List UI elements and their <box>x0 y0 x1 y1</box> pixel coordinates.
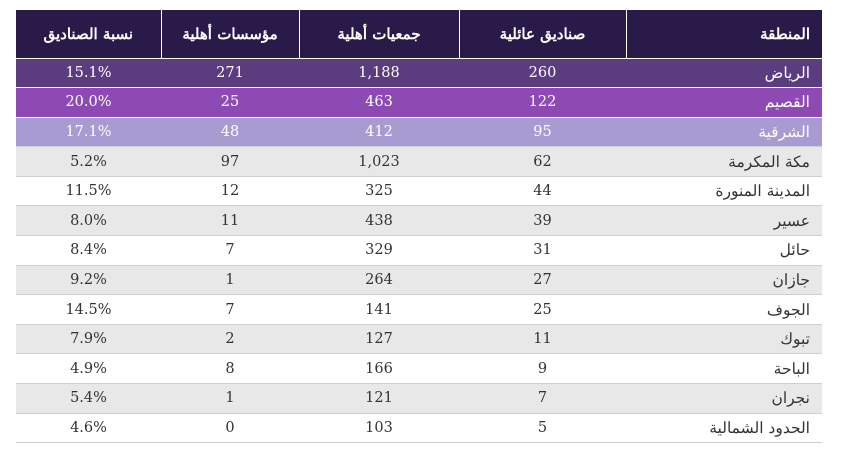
cell-fund-ratio: 14.5% <box>16 294 161 325</box>
cell-associations: 412 <box>299 116 459 147</box>
cell-family-funds: 25 <box>459 294 626 325</box>
cell-associations: 166 <box>299 353 459 384</box>
cell-foundations: 0 <box>161 412 299 444</box>
cell-foundations: 271 <box>161 57 299 88</box>
table-row: نجران 7 121 1 5.4% <box>16 383 822 414</box>
table-row: الشرقية 95 412 48 17.1% <box>16 116 822 147</box>
table-row: القصيم 122 463 25 20.0% <box>16 87 822 118</box>
table-body: الرياض 260 1,188 271 15.1% القصيم 122 463 25 20.0… <box>16 57 822 444</box>
cell-fund-ratio: 4.9% <box>16 353 161 384</box>
cell-family-funds: 44 <box>459 175 626 206</box>
table-row: حائل 31 329 7 8.4% <box>16 235 822 266</box>
cell-fund-ratio: 7.9% <box>16 323 161 354</box>
table-container: المنطقة صناديق عائلية جمعيات أهلية مؤسسا… <box>16 10 822 444</box>
cell-fund-ratio: 8.0% <box>16 205 161 236</box>
cell-associations: 1,023 <box>299 146 459 177</box>
cell-foundations: 7 <box>161 294 299 325</box>
cell-family-funds: 122 <box>459 87 626 118</box>
cell-fund-ratio: 11.5% <box>16 175 161 206</box>
cell-fund-ratio: 5.4% <box>16 383 161 414</box>
cell-associations: 264 <box>299 264 459 295</box>
header-foundations: مؤسسات أهلية <box>160 10 299 58</box>
cell-family-funds: 39 <box>459 205 626 236</box>
cell-region: الرياض <box>626 57 822 88</box>
cell-associations: 121 <box>299 383 459 414</box>
cell-associations: 463 <box>299 87 459 118</box>
cell-fund-ratio: 17.1% <box>16 116 161 147</box>
cell-associations: 329 <box>299 235 459 266</box>
cell-family-funds: 260 <box>459 57 626 88</box>
cell-foundations: 48 <box>161 116 299 147</box>
cell-region: الشرقية <box>626 116 822 147</box>
cell-associations: 438 <box>299 205 459 236</box>
cell-foundations: 2 <box>161 323 299 354</box>
cell-family-funds: 11 <box>459 323 626 354</box>
cell-region: مكة المكرمة <box>626 146 822 177</box>
table-row: جازان 27 264 1 9.2% <box>16 264 822 295</box>
cell-region: نجران <box>626 383 822 414</box>
cell-foundations: 25 <box>161 87 299 118</box>
cell-region: الحدود الشمالية <box>626 412 822 444</box>
cell-associations: 1,188 <box>299 57 459 88</box>
header-associations: جمعيات أهلية <box>298 10 459 58</box>
table-row: الرياض 260 1,188 271 15.1% <box>16 57 822 88</box>
cell-fund-ratio: 8.4% <box>16 235 161 266</box>
cell-fund-ratio: 15.1% <box>16 57 161 88</box>
cell-region: حائل <box>626 235 822 266</box>
cell-region: القصيم <box>626 87 822 118</box>
cell-region: جازان <box>626 264 822 295</box>
cell-fund-ratio: 9.2% <box>16 264 161 295</box>
cell-foundations: 11 <box>161 205 299 236</box>
cell-fund-ratio: 4.6% <box>16 412 161 444</box>
cell-region: تبوك <box>626 323 822 354</box>
cell-foundations: 8 <box>161 353 299 384</box>
cell-foundations: 12 <box>161 175 299 206</box>
table-row: المدينة المنورة 44 325 12 11.5% <box>16 175 822 206</box>
table-row: الحدود الشمالية 5 103 0 4.6% <box>16 412 822 444</box>
cell-fund-ratio: 5.2% <box>16 146 161 177</box>
cell-foundations: 1 <box>161 383 299 414</box>
cell-family-funds: 95 <box>459 116 626 147</box>
cell-fund-ratio: 20.0% <box>16 87 161 118</box>
cell-family-funds: 5 <box>459 412 626 444</box>
header-region: المنطقة <box>625 10 822 58</box>
cell-foundations: 7 <box>161 235 299 266</box>
table-row: عسير 39 438 11 8.0% <box>16 205 822 236</box>
cell-associations: 325 <box>299 175 459 206</box>
cell-family-funds: 31 <box>459 235 626 266</box>
header-row: المنطقة صناديق عائلية جمعيات أهلية مؤسسا… <box>16 10 822 58</box>
cell-associations: 103 <box>299 412 459 444</box>
table-header: المنطقة صناديق عائلية جمعيات أهلية مؤسسا… <box>16 10 822 58</box>
cell-region: المدينة المنورة <box>626 175 822 206</box>
table-row: الجوف 25 141 7 14.5% <box>16 294 822 325</box>
table-row: الباحة 9 166 8 4.9% <box>16 353 822 384</box>
cell-family-funds: 27 <box>459 264 626 295</box>
table-row: مكة المكرمة 62 1,023 97 5.2% <box>16 146 822 177</box>
table-row: تبوك 11 127 2 7.9% <box>16 323 822 354</box>
cell-family-funds: 9 <box>459 353 626 384</box>
cell-family-funds: 7 <box>459 383 626 414</box>
cell-region: الباحة <box>626 353 822 384</box>
cell-family-funds: 62 <box>459 146 626 177</box>
header-family-funds: صناديق عائلية <box>458 10 626 58</box>
header-fund-ratio: نسبة الصناديق <box>16 10 161 58</box>
cell-associations: 127 <box>299 323 459 354</box>
cell-associations: 141 <box>299 294 459 325</box>
cell-region: عسير <box>626 205 822 236</box>
cell-foundations: 1 <box>161 264 299 295</box>
cell-region: الجوف <box>626 294 822 325</box>
regions-table: المنطقة صناديق عائلية جمعيات أهلية مؤسسا… <box>16 10 822 444</box>
cell-foundations: 97 <box>161 146 299 177</box>
